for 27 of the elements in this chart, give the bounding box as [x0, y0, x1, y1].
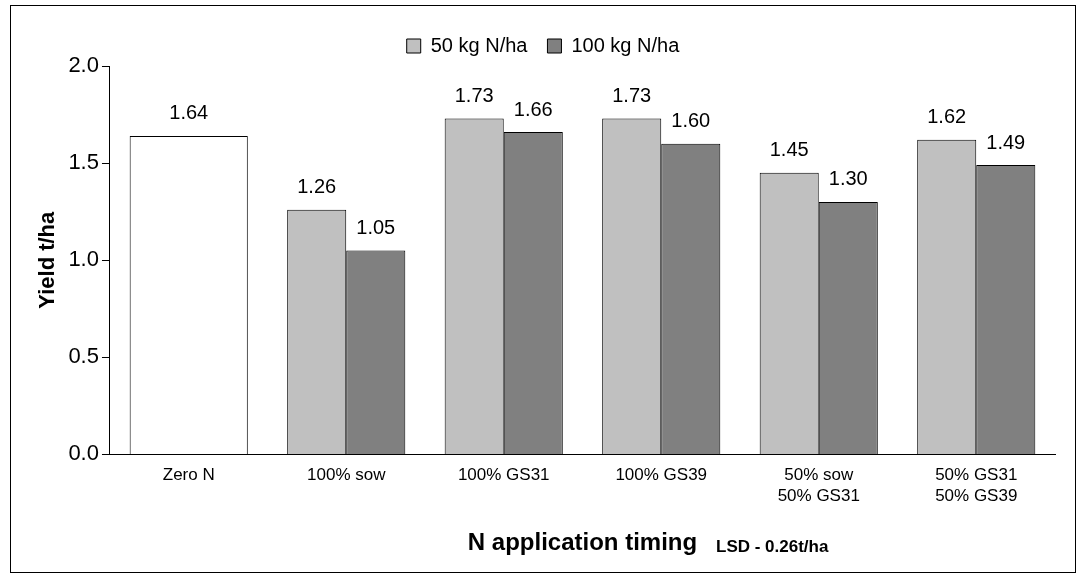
y-tick-label: 0.5 — [68, 343, 99, 369]
x-tick-label: 100% GS31 — [457, 465, 550, 485]
x-axis-title: N application timing — [467, 528, 698, 556]
text: LSD - 0.26t/ha — [716, 536, 829, 556]
data-label: 1.30 — [828, 167, 868, 190]
data-label: 1.26 — [297, 175, 337, 198]
data-label: 1.62 — [927, 105, 967, 128]
y-tick-label: 0.0 — [68, 440, 99, 466]
x-tick-label: 100% sow — [307, 465, 387, 485]
data-label: 1.73 — [612, 83, 652, 106]
data-label: 1.66 — [513, 97, 553, 120]
data-label: 1.45 — [769, 138, 809, 161]
data-label: 1.64 — [169, 101, 209, 124]
y-tick-label: 1.5 — [68, 149, 99, 175]
data-label: 1.73 — [454, 83, 494, 106]
y-axis-title: Yield t/ha — [34, 210, 60, 309]
y-tick-label: 2.0 — [68, 52, 99, 78]
x-tick-label: Zero N — [162, 465, 215, 485]
data-label: 1.49 — [986, 130, 1026, 153]
data-label: 1.05 — [356, 216, 396, 239]
legend-label: 50 kg N/ha — [430, 33, 529, 56]
y-tick-label: 1.0 — [68, 246, 99, 272]
x-tick-label: 50% GS31 50% GS39 — [935, 465, 1018, 505]
x-tick-label: 100% GS39 — [615, 465, 708, 485]
x-tick-label: 50% sow 50% GS31 — [777, 465, 860, 505]
legend-label: 100 kg N/ha — [571, 33, 681, 56]
data-label: 1.60 — [671, 109, 711, 132]
